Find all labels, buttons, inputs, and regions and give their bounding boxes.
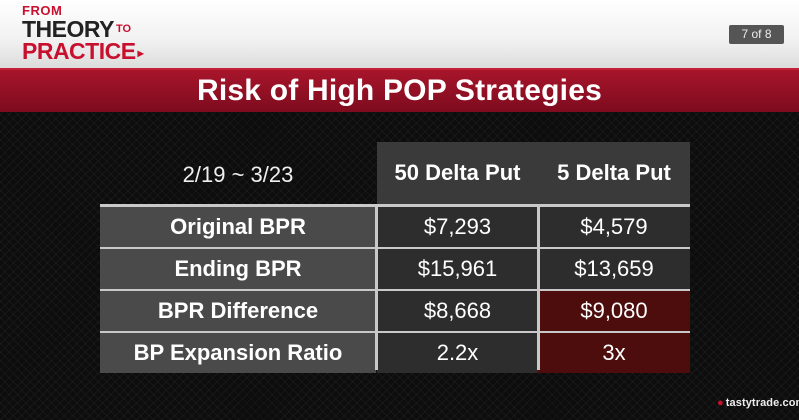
cell-bpr-difference-5-delta: $9,080 bbox=[538, 291, 690, 331]
brand-suffix: .com bbox=[779, 397, 799, 409]
page-indicator: 7 of 8 bbox=[729, 25, 784, 44]
cell-bp-expansion-ratio-5-delta: 3x bbox=[538, 333, 690, 373]
row-label-bpr-difference: BPR Difference bbox=[100, 291, 376, 331]
column-header-50-delta-put: 50 Delta Put bbox=[377, 142, 538, 204]
table-header-divider bbox=[100, 204, 690, 208]
column-header-5-delta-put: 5 Delta Put bbox=[538, 142, 690, 204]
header-bar: FROM THEORY TO PRACTICE ▸ 7 of 8 bbox=[0, 0, 799, 68]
cherry-icon: ● bbox=[717, 397, 724, 409]
cell-original-bpr-5-delta: $4,579 bbox=[538, 207, 690, 247]
cell-bpr-difference-50-delta: $8,668 bbox=[377, 291, 538, 331]
logo-line-practice: PRACTICE ▸ bbox=[22, 38, 144, 64]
logo-line-from: FROM bbox=[22, 3, 63, 18]
logo-to-text: TO bbox=[116, 23, 132, 35]
logo-theory-text: THEORY bbox=[22, 16, 115, 42]
cell-original-bpr-50-delta: $7,293 bbox=[377, 207, 538, 247]
cell-ending-bpr-5-delta: $13,659 bbox=[538, 249, 690, 289]
slide-title: Risk of High POP Strategies bbox=[197, 74, 602, 107]
period-label: 2/19 ~ 3/23 bbox=[182, 162, 294, 187]
play-arrow-icon: ▸ bbox=[137, 45, 144, 60]
theory-to-practice-logo: FROM THEORY TO PRACTICE ▸ bbox=[22, 3, 144, 64]
brand-name: tastytrade bbox=[725, 397, 780, 409]
tastytrade-brand: ●tastytrade.com bbox=[717, 397, 799, 409]
row-label-ending-bpr: Ending BPR bbox=[100, 249, 376, 289]
cell-ending-bpr-50-delta: $15,961 bbox=[377, 249, 538, 289]
row-label-bp-expansion-ratio: BP Expansion Ratio bbox=[100, 333, 376, 373]
column-divider bbox=[537, 204, 540, 370]
cell-bp-expansion-ratio-50-delta: 2.2x bbox=[377, 333, 538, 373]
logo-practice-text: PRACTICE bbox=[22, 38, 136, 64]
logo-line-theory: THEORY TO bbox=[22, 16, 143, 42]
row-label-original-bpr: Original BPR bbox=[100, 207, 376, 247]
column-divider bbox=[375, 204, 378, 370]
title-bar: Risk of High POP Strategies bbox=[0, 68, 799, 113]
